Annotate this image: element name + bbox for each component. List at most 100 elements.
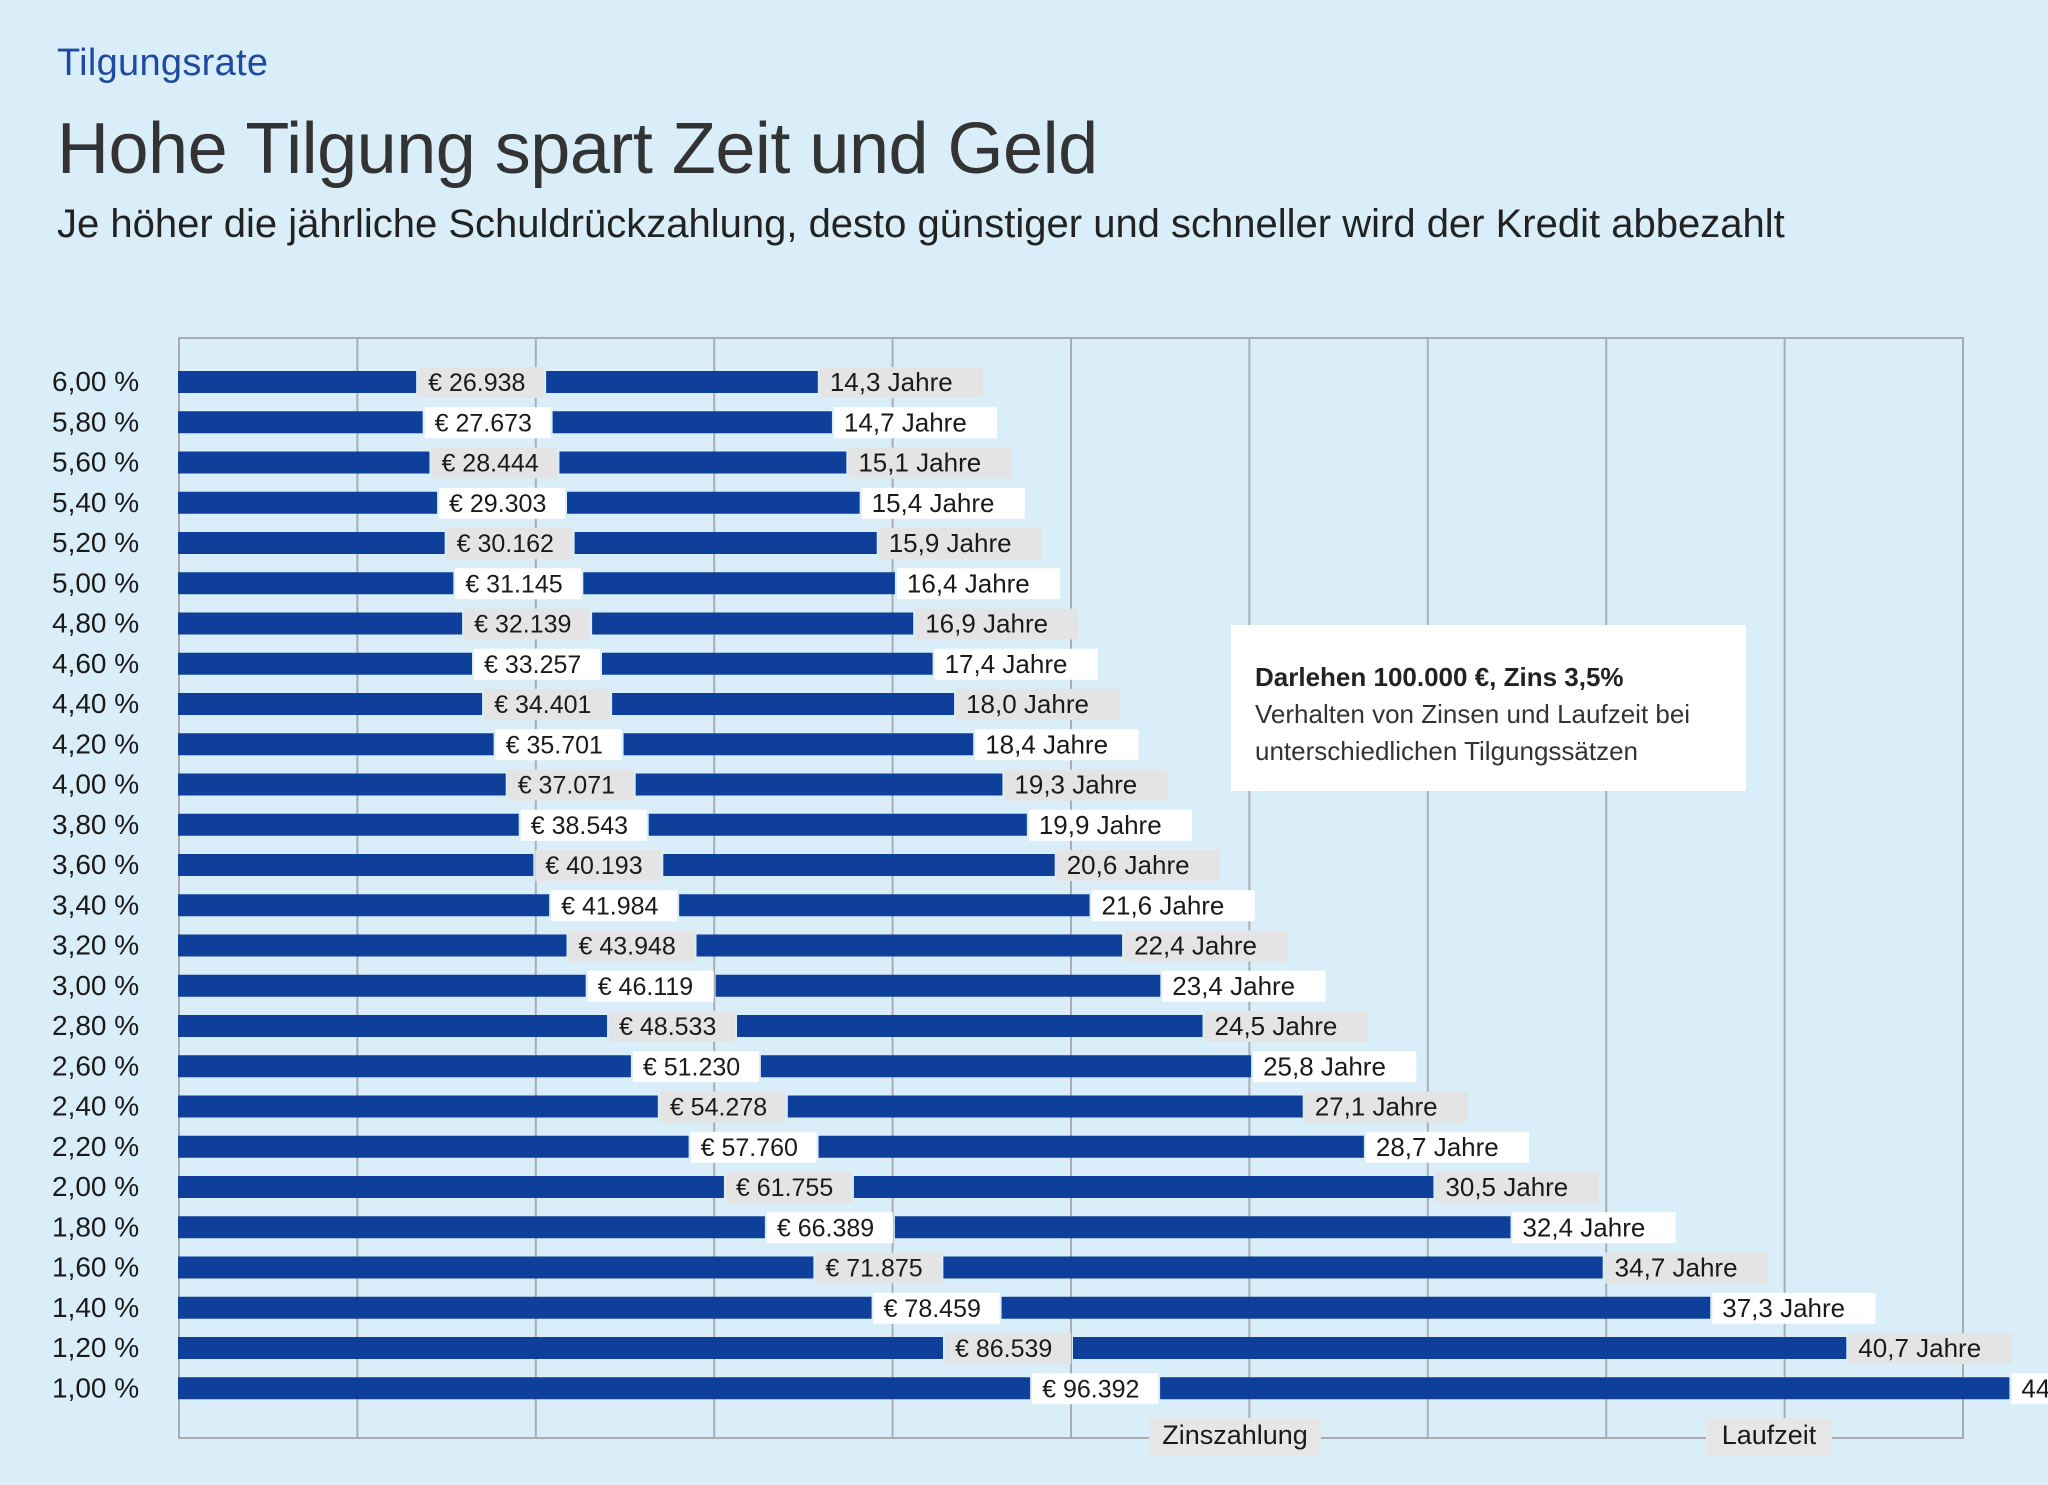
data-label-zinszahlung: € 37.071 bbox=[518, 772, 615, 800]
category-label: 4,80 % bbox=[52, 608, 139, 639]
category-label: 4,00 % bbox=[52, 769, 139, 800]
label-bg-laufzeit bbox=[1365, 1131, 1530, 1163]
data-label-laufzeit: 27,1 Jahre bbox=[1315, 1092, 1438, 1122]
label-bg-laufzeit bbox=[1056, 850, 1220, 881]
info-box: Darlehen 100.000 €, Zins 3,5% Verhalten … bbox=[1231, 625, 1746, 791]
bar-laufzeit bbox=[943, 1256, 1603, 1279]
bar-zinszahlung bbox=[178, 733, 494, 756]
data-label-laufzeit: 20,6 Jahre bbox=[1067, 850, 1190, 880]
label-bg-laufzeit bbox=[1304, 1091, 1468, 1123]
label-bg-laufzeit bbox=[1124, 930, 1288, 962]
label-bg-zinszahlung bbox=[873, 1292, 1000, 1324]
label-bg-zinszahlung bbox=[464, 608, 591, 640]
data-label-laufzeit: 24,5 Jahre bbox=[1215, 1011, 1338, 1041]
chart-title: Hohe Tilgung spart Zeit und Geld bbox=[57, 109, 1098, 189]
label-bg-zinszahlung bbox=[507, 769, 634, 801]
category-label: 1,40 % bbox=[52, 1292, 139, 1323]
bar-laufzeit bbox=[760, 1055, 1252, 1078]
bar-laufzeit bbox=[574, 532, 877, 554]
category-label: 2,40 % bbox=[52, 1091, 139, 1122]
data-label-laufzeit: 19,9 Jahre bbox=[1039, 810, 1162, 840]
data-label-laufzeit: 21,6 Jahre bbox=[1102, 890, 1225, 920]
bar-laufzeit bbox=[552, 411, 832, 434]
bar-laufzeit bbox=[853, 1176, 1434, 1198]
label-bg-zinszahlung bbox=[568, 930, 695, 962]
label-bg-zinszahlung bbox=[659, 1091, 786, 1123]
bar-laufzeit bbox=[612, 693, 955, 715]
bar-laufzeit bbox=[818, 1135, 1364, 1158]
label-bg-laufzeit bbox=[833, 407, 998, 439]
bar-laufzeit bbox=[635, 773, 1003, 796]
label-bg-zinszahlung bbox=[1032, 1373, 1159, 1405]
category-label: 3,80 % bbox=[52, 809, 139, 840]
bar-laufzeit bbox=[623, 733, 974, 756]
bar-laufzeit bbox=[1160, 1377, 2010, 1400]
legend-tag-bg bbox=[1149, 1418, 1321, 1456]
label-bg-laufzeit bbox=[934, 648, 1098, 680]
category-label: 2,00 % bbox=[52, 1171, 139, 1202]
data-label-zinszahlung: € 29.303 bbox=[449, 490, 546, 518]
info-box-title: Darlehen 100.000 €, Zins 3,5% bbox=[1255, 662, 1624, 692]
label-bg-zinszahlung bbox=[725, 1172, 852, 1203]
category-label: 6,00 % bbox=[52, 366, 139, 397]
bar-zinszahlung bbox=[178, 1055, 631, 1078]
category-label: 3,00 % bbox=[52, 970, 139, 1001]
bar-laufzeit bbox=[679, 894, 1090, 917]
label-bg-zinszahlung bbox=[520, 809, 647, 841]
label-bg-laufzeit bbox=[1848, 1333, 2012, 1364]
category-label: 4,60 % bbox=[52, 648, 139, 679]
label-bg-zinszahlung bbox=[551, 890, 678, 922]
data-label-laufzeit: 23,4 Jahre bbox=[1172, 971, 1295, 1001]
bar-laufzeit bbox=[737, 1015, 1203, 1037]
bar-zinszahlung bbox=[178, 1377, 1031, 1400]
data-label-zinszahlung: € 33.257 bbox=[484, 651, 581, 679]
label-bg-laufzeit bbox=[1028, 809, 1193, 841]
bar-zinszahlung bbox=[178, 773, 506, 796]
bar-laufzeit bbox=[559, 451, 847, 474]
bar-zinszahlung bbox=[178, 1095, 658, 1118]
bar-zinszahlung bbox=[178, 491, 438, 514]
category-label: 5,60 % bbox=[52, 447, 139, 478]
category-label: 1,80 % bbox=[52, 1211, 139, 1242]
data-label-laufzeit: 30,5 Jahre bbox=[1445, 1172, 1568, 1202]
category-label: 5,00 % bbox=[52, 567, 139, 598]
category-label: 3,20 % bbox=[52, 930, 139, 961]
label-bg-zinszahlung bbox=[424, 407, 551, 439]
data-label-laufzeit: 44,7 Jahre bbox=[2021, 1373, 2048, 1403]
data-label-laufzeit: 40,7 Jahre bbox=[1858, 1333, 1981, 1363]
label-bg-zinszahlung bbox=[495, 729, 622, 761]
category-label: 5,80 % bbox=[52, 406, 139, 437]
label-bg-laufzeit bbox=[1004, 769, 1168, 801]
data-label-zinszahlung: € 32.139 bbox=[474, 611, 571, 639]
data-label-laufzeit: 19,3 Jahre bbox=[1014, 770, 1137, 800]
category-label: 3,60 % bbox=[52, 849, 139, 880]
bar-laufzeit bbox=[663, 854, 1055, 876]
label-bg-zinszahlung bbox=[535, 850, 662, 881]
bar-laufzeit bbox=[592, 612, 914, 635]
label-bg-laufzeit bbox=[1604, 1252, 1768, 1284]
label-bg-zinszahlung bbox=[473, 648, 600, 680]
data-label-zinszahlung: € 51.230 bbox=[643, 1053, 740, 1081]
label-bg-laufzeit bbox=[1435, 1172, 1599, 1203]
data-label-zinszahlung: € 57.760 bbox=[701, 1134, 798, 1162]
label-bg-laufzeit bbox=[861, 487, 1025, 519]
bar-laufzeit bbox=[648, 813, 1027, 836]
bar-zinszahlung bbox=[178, 1135, 689, 1158]
bar-zinszahlung bbox=[178, 652, 472, 675]
bar-laufzeit bbox=[1073, 1337, 1847, 1359]
label-bg-zinszahlung bbox=[815, 1252, 942, 1284]
data-label-laufzeit: 17,4 Jahre bbox=[945, 649, 1068, 679]
data-label-laufzeit: 16,4 Jahre bbox=[907, 568, 1030, 598]
label-bg-zinszahlung bbox=[455, 568, 582, 600]
category-label: 1,60 % bbox=[52, 1252, 139, 1283]
bar-zinszahlung bbox=[178, 693, 483, 715]
bar-zinszahlung bbox=[178, 894, 550, 917]
data-label-zinszahlung: € 28.444 bbox=[441, 450, 538, 478]
label-bg-zinszahlung bbox=[690, 1131, 817, 1163]
label-bg-laufzeit bbox=[1091, 890, 1255, 922]
bar-zinszahlung bbox=[178, 371, 417, 393]
data-label-zinszahlung: € 35.701 bbox=[506, 731, 603, 759]
category-label: 2,80 % bbox=[52, 1010, 139, 1041]
category-label: 1,00 % bbox=[52, 1372, 139, 1403]
bar-laufzeit bbox=[601, 652, 933, 675]
